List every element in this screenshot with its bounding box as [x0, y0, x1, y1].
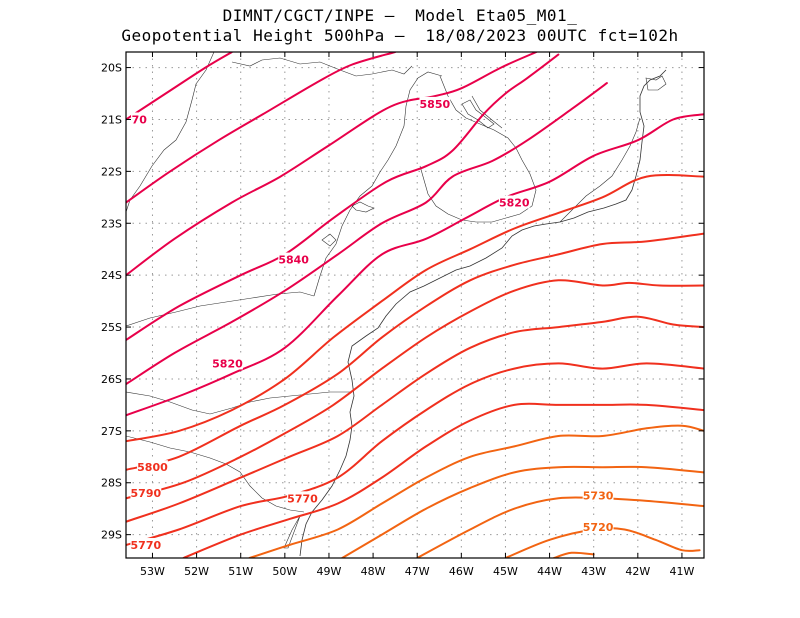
lon-tick-label: 44W	[537, 565, 562, 578]
lon-tick-label: 46W	[449, 565, 474, 578]
state-border	[126, 435, 305, 513]
contour-label-bg	[212, 356, 243, 370]
lat-tick-label: 28S	[101, 477, 122, 490]
contour-label: 5730	[583, 490, 614, 503]
state-border	[419, 75, 537, 223]
contour-line-5850	[126, 52, 397, 204]
contour-line-5860	[126, 52, 233, 121]
contour-label: 5850	[420, 98, 451, 111]
lon-tick-label: 43W	[581, 565, 606, 578]
contour-label-bg	[287, 491, 318, 505]
contour-line-5840	[126, 53, 560, 341]
contour-line-5780	[126, 315, 704, 523]
contour-label: 5720	[583, 521, 614, 534]
lon-tick-label: 50W	[272, 565, 297, 578]
map-title-line1: DIMNT/CGCT/INPE – Model Eta05_M01_	[222, 6, 578, 25]
lon-tick-label: 45W	[493, 565, 518, 578]
state-border	[231, 57, 413, 77]
contour-label-bg	[498, 195, 530, 209]
lat-tick-label: 20S	[101, 62, 122, 75]
lon-tick-label: 48W	[361, 565, 386, 578]
height-contours	[126, 52, 704, 558]
contour-line-5750	[248, 424, 704, 558]
contour-label: 5770	[131, 539, 162, 552]
contour-line-5800	[126, 232, 704, 471]
lat-tick-label: 26S	[101, 373, 122, 386]
contour-label: 5800	[137, 461, 168, 474]
contour-label: 5840	[278, 254, 309, 267]
map-title-line2: Geopotential Height 500hPa – 18/08/2023 …	[121, 26, 679, 45]
state-border	[126, 52, 215, 213]
state-border	[559, 117, 641, 223]
lon-tick-label: 52W	[184, 565, 209, 578]
lon-tick-label: 42W	[625, 565, 650, 578]
state-border	[126, 291, 315, 327]
contour-label: 5770	[287, 492, 318, 505]
reservoir	[351, 201, 375, 213]
axis-ticks: 20S 21S 22S 23S 24S 25S 26S 27S 28S 29S 53W 52W 51W 5…	[101, 52, 704, 578]
reservoir	[461, 99, 495, 129]
contour-line-5720	[504, 527, 701, 558]
lat-tick-label: 23S	[101, 217, 122, 230]
contour-line-5730	[416, 496, 704, 558]
lon-tick-label: 53W	[140, 565, 165, 578]
coastline	[299, 69, 667, 557]
contour-line-5820	[126, 113, 704, 417]
lat-tick-label: 27S	[101, 425, 122, 438]
contour-label-bg	[278, 252, 310, 266]
contour-line-5710	[553, 551, 595, 558]
contour-label: 5790	[131, 487, 162, 500]
contour-line-5810	[126, 174, 704, 443]
state-border	[471, 95, 503, 129]
contour-label: 5820	[499, 197, 530, 210]
contour-label-bg	[130, 486, 162, 500]
lagoon	[283, 515, 301, 549]
contour-label-bg	[582, 519, 614, 533]
contour-labels: 5850 70 5840 5820 5820 5800 5790 5770 5730 5720 57…	[130, 96, 614, 552]
lon-tick-label: 41W	[670, 565, 695, 578]
lon-tick-label: 49W	[317, 565, 342, 578]
map-frame	[125, 51, 705, 559]
lat-tick-label: 25S	[101, 321, 122, 334]
contour-line-5830	[126, 82, 608, 386]
lon-tick-label: 51W	[228, 565, 253, 578]
contour-label-bg	[131, 112, 148, 126]
state-border	[313, 71, 443, 297]
reservoir	[645, 75, 667, 91]
coastline-and-borders	[126, 52, 667, 557]
contour-label: 70	[132, 113, 148, 126]
contour-label-bg	[137, 460, 168, 474]
graticule	[126, 52, 704, 558]
contour-label-bg	[130, 538, 162, 552]
contour-label-bg	[582, 488, 614, 502]
contour-line-5740	[341, 465, 704, 558]
lat-tick-label: 24S	[101, 269, 122, 282]
contour-line-5845	[126, 52, 538, 277]
contour-label-bg	[419, 96, 451, 110]
lat-tick-label: 22S	[101, 165, 122, 178]
contour-line-5760	[182, 402, 704, 558]
lat-tick-label: 29S	[101, 529, 122, 542]
reservoir	[321, 233, 337, 247]
contour-line-5790	[126, 279, 704, 500]
lon-tick-label: 47W	[405, 565, 430, 578]
contour-line-5770	[126, 362, 704, 546]
lat-tick-label: 21S	[101, 113, 122, 126]
contour-label: 5820	[212, 357, 243, 370]
